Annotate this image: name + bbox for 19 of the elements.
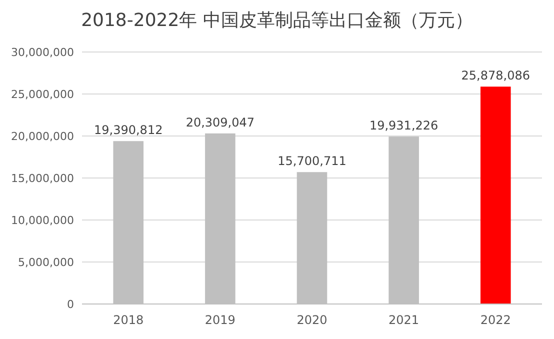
y-tick-label: 30,000,000 [11,46,74,59]
bar [480,86,511,304]
data-label: 25,878,086 [461,68,530,83]
data-label: 19,931,226 [369,118,438,133]
x-tick-label: 2022 [480,313,511,327]
chart-title: 2018-2022年 中国皮革制品等出口金额（万元） [81,10,473,31]
y-tick-label: 0 [67,298,74,311]
y-tick-label: 20,000,000 [11,130,74,143]
x-tick-label: 2020 [296,313,328,327]
y-tick-label: 5,000,000 [18,256,74,269]
y-tick-label: 10,000,000 [11,214,74,227]
y-tick-label: 15,000,000 [11,172,74,185]
data-label: 19,390,812 [94,123,163,138]
x-tick-label: 2019 [204,313,236,327]
data-label: 20,309,047 [186,115,255,130]
y-tick-label: 25,000,000 [11,88,74,101]
x-tick-label: 2021 [388,313,420,327]
data-label: 15,700,711 [278,154,346,168]
x-tick-label: 2018 [113,313,144,327]
